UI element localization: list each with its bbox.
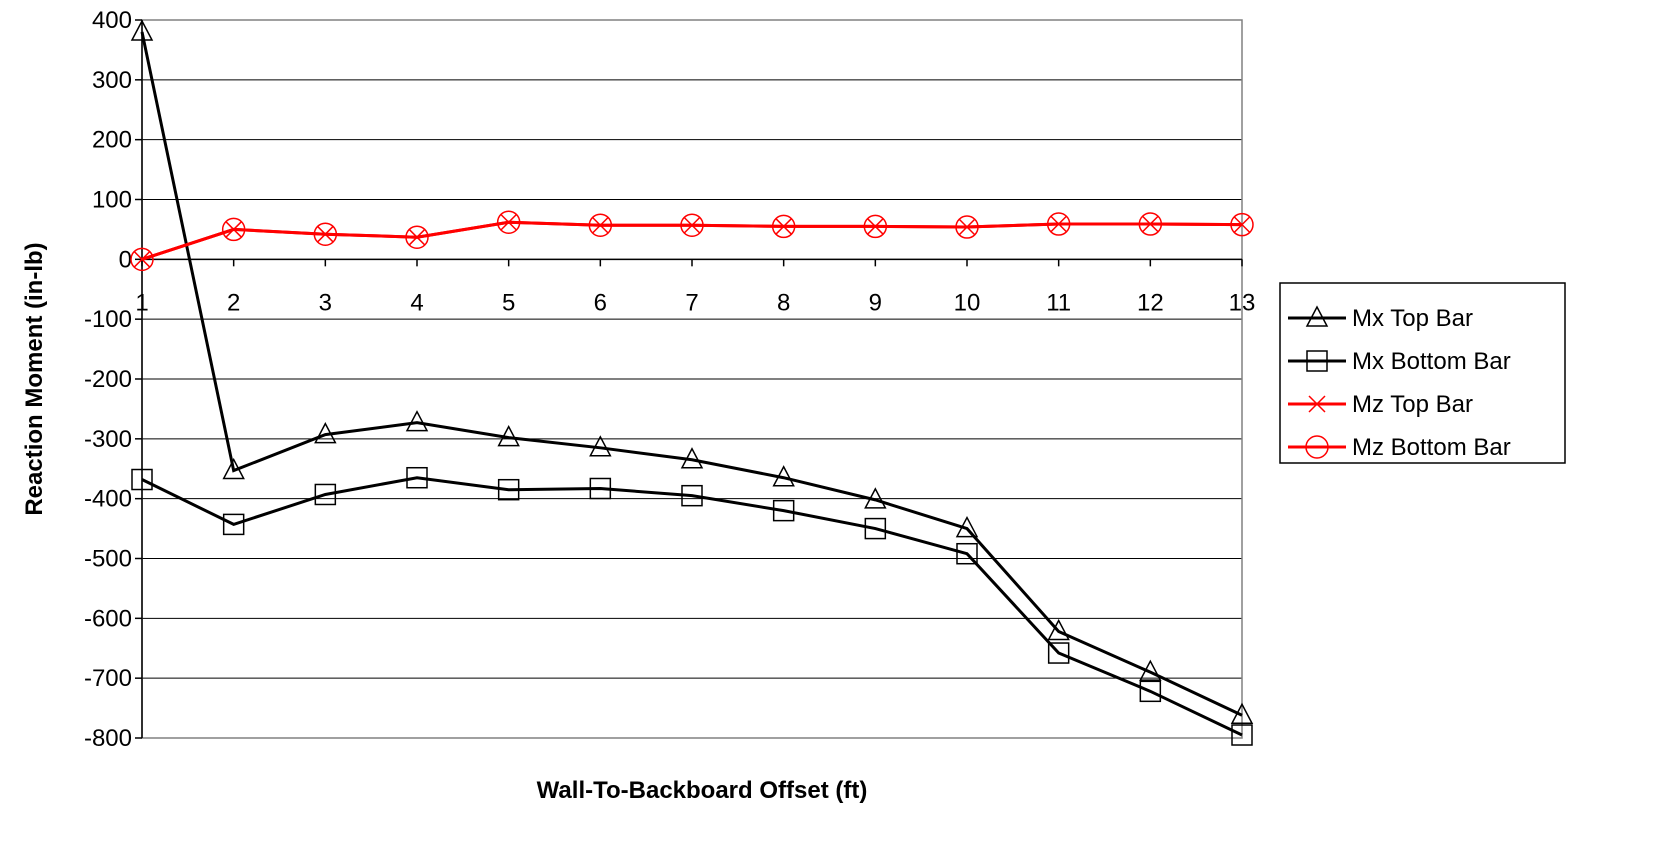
data-point [222,513,245,536]
y-tick-label: -600 [84,605,132,632]
y-tick-label: -800 [84,725,132,752]
x-tick-label: 1 [135,289,148,316]
data-point [863,214,888,239]
x-tick-label: 9 [869,289,882,316]
legend-item: Mz Top Bar [1288,391,1473,418]
data-point [1230,702,1254,725]
data-point [680,213,704,237]
legend: Mx Top Bar Mx Bottom Bar Mz Top Bar Mz Bott… [1279,282,1566,464]
legend-marker [1306,350,1328,372]
legend-item: Mx Bottom Bar [1288,348,1511,375]
legend-marker [1305,435,1329,459]
data-point [589,435,612,457]
data-point [681,484,703,507]
y-tick-label: -500 [84,546,132,573]
x-tick-label: 8 [777,289,790,316]
x-tick-label: 13 [1229,289,1256,316]
data-point [1231,724,1253,746]
series-line [141,220,1243,261]
series-square [131,466,1253,746]
data-point [772,465,795,487]
x-tick-label: 5 [502,289,515,316]
data-point [588,213,613,237]
y-tick-label: -400 [84,486,132,513]
legend-label: Mz Top Bar [1352,391,1473,418]
x-tick-label: 10 [954,289,981,316]
data-point [131,468,153,491]
series-line [141,220,1243,261]
y-tick-label: -200 [84,366,132,393]
data-point [497,425,520,447]
x-tick-label: 6 [594,289,607,316]
data-point [1047,618,1070,641]
data-point [772,499,795,522]
series-triangle [130,19,1254,725]
x-tick-label: 2 [227,289,240,316]
data-point [497,478,520,501]
y-tick-label: 0 [119,246,132,273]
y-tick-label: 100 [92,187,132,214]
data-point [130,247,154,272]
data-point [130,19,154,41]
data-point [771,214,796,239]
data-point [406,466,428,489]
x-tick-label: 7 [685,289,698,316]
x-tick-label: 12 [1137,289,1164,316]
y-tick-label: -100 [84,306,132,333]
series-circle [130,210,1254,272]
series-line [141,476,1243,737]
y-tick-label: 400 [92,7,132,34]
data-point [314,483,337,506]
legend-item: Mx Top Bar [1288,305,1473,332]
gridlines [142,79,1242,679]
data-point [955,215,979,239]
y-tick-label: 300 [92,67,132,94]
data-point [1139,680,1162,703]
legend-label: Mx Bottom Bar [1352,348,1511,375]
data-point [1046,212,1071,236]
data-point [956,542,978,565]
data-point [405,410,429,432]
data-point [955,515,979,538]
legend-box [1279,282,1566,464]
y-tick-labels: 400 300 200 100 0 -100 -200 -300 -400 -500 -600 -70… [84,7,132,752]
y-axis-title: Reaction Moment (in-lb) [21,242,48,515]
legend-item: Mz Bottom Bar [1288,434,1511,461]
x-tick-labels: 1 2 3 4 5 6 7 8 9 10 11 12 13 [135,289,1255,316]
x-tick-label: 4 [410,289,423,316]
data-point [680,447,704,469]
series-line [140,31,1243,717]
legend-marker [1308,395,1326,413]
series-group [130,19,1254,746]
data-point [1230,212,1254,237]
data-point [313,222,338,246]
legend-label: Mx Top Bar [1352,305,1473,332]
x-tick-label: 3 [319,289,332,316]
data-point [1139,659,1162,681]
data-point [1047,642,1070,664]
data-point [405,225,429,249]
data-point [314,422,337,444]
legend-label: Mz Bottom Bar [1352,434,1511,461]
data-point [1138,212,1163,236]
y-tick-label: -700 [84,665,132,692]
data-point [222,457,245,480]
x-axis-title: Wall-To-Backboard Offset (ft) [537,777,868,804]
legend-marker [1305,305,1329,327]
data-point [864,517,887,540]
data-point [589,477,612,500]
data-point [221,217,246,242]
data-point [864,487,887,509]
axes [135,19,1243,739]
y-tick-label: 200 [92,127,132,154]
data-point [496,210,521,234]
x-tick-label: 11 [1046,289,1071,316]
y-tick-label: -300 [84,426,132,453]
